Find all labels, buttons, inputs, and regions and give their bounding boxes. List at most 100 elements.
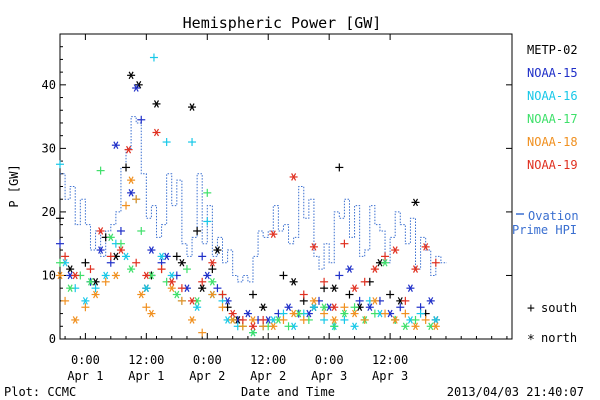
noaa-15-point (355, 296, 364, 305)
noaa-18-point (299, 315, 308, 324)
noaa-18-point (391, 316, 400, 324)
north-label: north (541, 331, 577, 345)
noaa-18-point (147, 309, 156, 318)
noaa-15-point (213, 284, 222, 293)
noaa-19-point (269, 230, 278, 238)
noaa-15-point (345, 265, 354, 273)
noaa-18-point (177, 296, 186, 305)
noaa-16-point (340, 315, 349, 324)
noaa-18-point (56, 271, 64, 280)
x-tick-label-date: Apr 1 (67, 369, 103, 383)
noaa-19-point (167, 278, 176, 286)
noaa-17-point (96, 166, 105, 175)
noaa-18-point (330, 316, 339, 324)
noaa-19-point (401, 296, 410, 305)
legend-item-noaa-18: NOAA-18 (527, 135, 578, 149)
metp-02-point (248, 290, 257, 299)
noaa-19-point (142, 271, 151, 280)
noaa-15-point (198, 252, 207, 261)
legend-item-noaa-17: NOAA-17 (527, 112, 578, 126)
metp-02-point (66, 265, 75, 273)
noaa-19-point (381, 252, 390, 261)
noaa-15-point (56, 239, 64, 248)
x-tick-label-date: Apr 3 (372, 369, 408, 383)
noaa-17-point (203, 188, 212, 197)
noaa-18-point (340, 303, 349, 312)
south-symbol: + (527, 301, 535, 316)
noaa-18-point (228, 316, 237, 324)
x-tick-label-time: 12:00 (128, 353, 164, 367)
y-tick-label: 20 (42, 205, 56, 219)
x-tick-label-time: 0:00 (315, 353, 344, 367)
x-axis: 0:00 Apr 1 12:00 Apr 1 0:00 Apr 2 12:00 Apr 2 0:… (64, 34, 508, 383)
ovation-legend-label: Ovation Prime HPI (512, 209, 579, 237)
x-tick-label-time: 0:00 (71, 353, 100, 367)
noaa-15-point (406, 284, 415, 292)
noaa-16-point (56, 160, 64, 169)
noaa-17-point (284, 322, 293, 331)
noaa-15-point (111, 141, 120, 149)
noaa-16-point (350, 322, 359, 331)
y-tick-label: 10 (42, 268, 56, 282)
legend-item-metp-02: METP-02 (527, 43, 578, 57)
noaa-19-point (208, 258, 217, 267)
x-tick-label-time: 12:00 (372, 353, 408, 367)
y-tick-label: 30 (42, 141, 56, 155)
x-tick-label-time: 12:00 (250, 353, 286, 367)
noaa-17-point (381, 258, 390, 267)
noaa-15-point (147, 246, 156, 254)
footer-plot-credit: Plot: CCMC (4, 385, 76, 399)
noaa-15-point (203, 271, 212, 280)
noaa-16-point (167, 271, 176, 280)
noaa-19-point (248, 322, 257, 331)
legend: METP-02 NOAA-15 NOAA-16 NOAA-17 NOAA-18 NOAA-… (527, 43, 578, 172)
noaa-18-point (401, 309, 410, 318)
noaa-18-point (71, 316, 80, 324)
noaa-19-point (289, 173, 298, 181)
noaa-19-point (320, 277, 329, 286)
noaa-16-point (309, 303, 318, 312)
metp-02-point (134, 81, 143, 89)
noaa-16-point (193, 303, 202, 312)
legend-item-noaa-19: NOAA-19 (527, 158, 578, 172)
noaa-18-point (137, 290, 146, 299)
y-tick-label: 0 (49, 332, 56, 346)
metp-02-point (330, 284, 339, 292)
noaa-19-point (96, 227, 105, 235)
noaa-17-point (66, 284, 75, 292)
noaa-16-point (162, 138, 171, 147)
noaa-19-point (330, 303, 339, 312)
metp-02-point (193, 226, 202, 235)
noaa-18-point (208, 290, 217, 299)
noaa-18-point (370, 297, 379, 305)
noaa-17-point (401, 322, 410, 331)
noaa-16-point (188, 138, 197, 147)
noaa-15-point (132, 84, 141, 92)
noaa-15-point (426, 297, 435, 305)
noaa-16-point (157, 252, 166, 261)
ovation-series (60, 116, 447, 283)
noaa-18-point (101, 277, 110, 286)
south-label: south (541, 301, 577, 315)
noaa-18-point (127, 176, 136, 184)
noaa-18-point (289, 309, 298, 318)
noaa-19-point (86, 265, 95, 274)
noaa-19-point (421, 243, 430, 251)
noaa-16-point (91, 284, 100, 293)
noaa-19-point (360, 277, 369, 286)
footer-timestamp: 2013/04/03 21:40:07 (447, 385, 584, 399)
noaa-16-point (416, 309, 425, 318)
noaa-15-point (396, 303, 405, 312)
north-symbol: * (527, 333, 535, 348)
metp-02-point (81, 258, 90, 267)
metp-02-point (259, 303, 268, 312)
noaa-18-point (421, 315, 430, 324)
noaa-16-point (101, 271, 110, 280)
legend-item-noaa-15: NOAA-15 (527, 66, 578, 80)
noaa-18-point (309, 297, 318, 305)
noaa-15-point (365, 303, 374, 312)
noaa-16-point (81, 297, 90, 305)
noaa-17-point (182, 265, 191, 274)
noaa-19-point (350, 284, 359, 292)
noaa-19-point (431, 258, 440, 267)
